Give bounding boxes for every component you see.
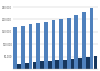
Bar — [78, 58, 82, 69]
Bar — [59, 19, 63, 69]
Bar — [44, 22, 48, 69]
Bar — [17, 64, 21, 69]
Bar — [90, 8, 93, 69]
Bar — [94, 56, 97, 69]
Bar — [13, 27, 17, 69]
Bar — [40, 61, 44, 69]
Bar — [29, 24, 32, 69]
Bar — [71, 59, 74, 69]
Bar — [74, 15, 78, 69]
Bar — [82, 12, 86, 69]
Bar — [55, 60, 59, 69]
Bar — [25, 63, 29, 69]
Bar — [63, 59, 67, 69]
Bar — [36, 23, 40, 69]
Bar — [33, 62, 36, 69]
Bar — [21, 26, 25, 69]
Bar — [48, 61, 52, 69]
Bar — [86, 57, 90, 69]
Bar — [67, 18, 70, 69]
Bar — [52, 20, 55, 69]
